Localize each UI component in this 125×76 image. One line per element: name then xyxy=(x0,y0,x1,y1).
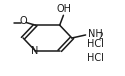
Text: O: O xyxy=(20,16,27,26)
Text: 2: 2 xyxy=(99,32,104,41)
Text: HCl: HCl xyxy=(88,53,104,63)
Text: HCl: HCl xyxy=(88,39,104,49)
Text: NH: NH xyxy=(88,29,103,39)
Text: N: N xyxy=(31,46,38,56)
Text: OH: OH xyxy=(57,4,72,14)
